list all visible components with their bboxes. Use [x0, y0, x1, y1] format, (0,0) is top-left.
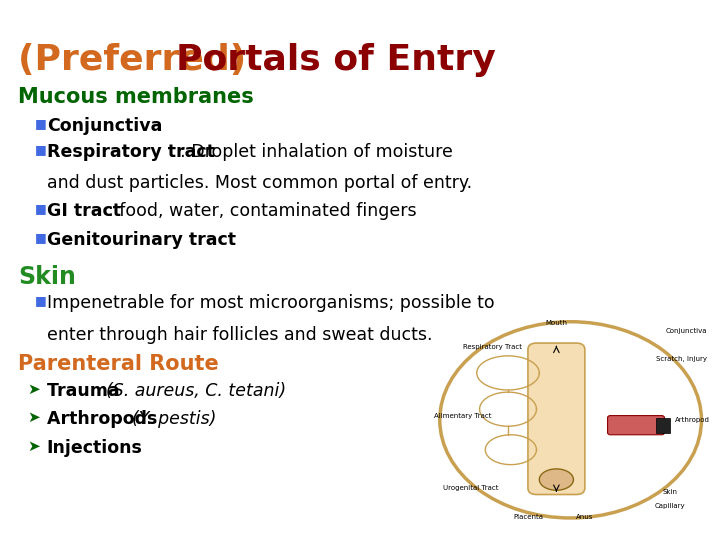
Text: : Droplet inhalation of moisture: : Droplet inhalation of moisture	[180, 143, 453, 161]
Text: ■: ■	[35, 143, 46, 156]
Text: Mouth: Mouth	[545, 320, 567, 326]
Text: ■: ■	[35, 294, 46, 307]
FancyBboxPatch shape	[608, 416, 665, 435]
Text: Urogenital Tract: Urogenital Tract	[443, 485, 498, 491]
Text: and dust particles. Most common portal of entry.: and dust particles. Most common portal o…	[47, 174, 472, 192]
Text: Impenetrable for most microorganisms; possible to: Impenetrable for most microorganisms; po…	[47, 294, 495, 312]
Text: Portals of Entry: Portals of Entry	[176, 43, 496, 77]
Text: Arthropod: Arthropod	[675, 417, 710, 423]
Text: Respiratory tract: Respiratory tract	[47, 143, 215, 161]
Text: Conjunctiva: Conjunctiva	[47, 117, 162, 134]
Text: ■: ■	[35, 231, 46, 244]
Text: Injections: Injections	[47, 439, 143, 457]
Text: ➤: ➤	[27, 439, 40, 454]
Text: ➤: ➤	[27, 410, 40, 426]
Text: : food, water, contaminated fingers: : food, water, contaminated fingers	[108, 202, 417, 220]
Text: enter through hair follicles and sweat ducts.: enter through hair follicles and sweat d…	[47, 326, 432, 343]
Text: Scratch, Injury: Scratch, Injury	[656, 356, 707, 362]
Text: Trauma: Trauma	[47, 382, 125, 400]
Text: Skin: Skin	[662, 489, 678, 495]
Text: ■: ■	[35, 117, 46, 130]
Ellipse shape	[539, 469, 573, 490]
Text: Respiratory Tract: Respiratory Tract	[462, 345, 521, 350]
Text: Parenteral Route: Parenteral Route	[18, 354, 219, 374]
Text: Genitourinary tract: Genitourinary tract	[47, 231, 236, 249]
Text: Anus: Anus	[576, 514, 593, 520]
Text: Placenta: Placenta	[513, 514, 543, 520]
Text: Skin: Skin	[18, 265, 76, 288]
Text: Arthropods: Arthropods	[47, 410, 163, 428]
Text: GI tract: GI tract	[47, 202, 121, 220]
Text: (S. aureus, C. tetani): (S. aureus, C. tetani)	[106, 382, 286, 400]
Text: ■: ■	[35, 202, 46, 215]
Text: Mucous membranes: Mucous membranes	[18, 87, 253, 107]
Text: (Y. pestis): (Y. pestis)	[132, 410, 216, 428]
Text: ➤: ➤	[27, 382, 40, 397]
FancyBboxPatch shape	[528, 343, 585, 495]
Text: (Preferred): (Preferred)	[18, 43, 259, 77]
Text: Capillary: Capillary	[654, 503, 685, 509]
Text: Alimentary Tract: Alimentary Tract	[434, 413, 492, 418]
FancyBboxPatch shape	[656, 418, 670, 433]
Text: Conjunctiva: Conjunctiva	[665, 328, 707, 334]
